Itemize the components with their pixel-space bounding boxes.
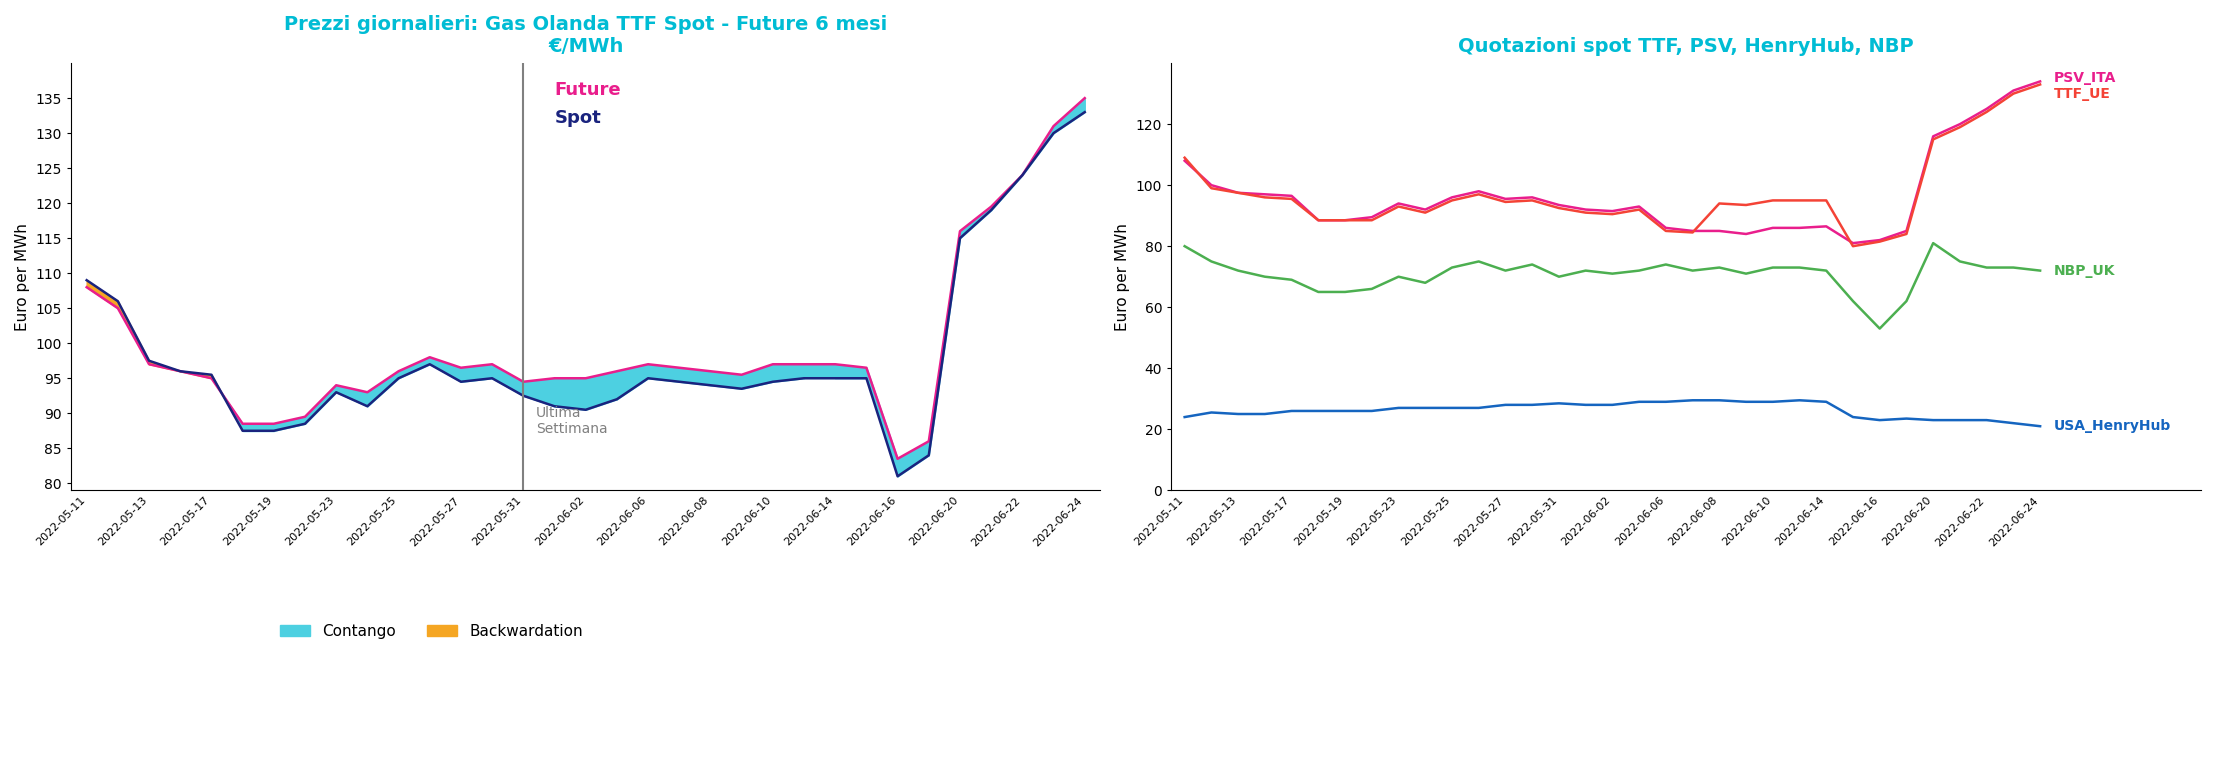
Text: PSV_ITA: PSV_ITA [2054,71,2117,86]
Text: Future: Future [555,80,622,98]
Y-axis label: Euro per MWh: Euro per MWh [16,223,31,331]
Title: Prezzi giornalieri: Gas Olanda TTF Spot - Future 6 mesi
€/MWh: Prezzi giornalieri: Gas Olanda TTF Spot … [284,15,888,56]
Legend: Contango, Backwardation: Contango, Backwardation [273,618,589,645]
Text: Ultima
Settimana: Ultima Settimana [535,407,606,437]
Text: Spot: Spot [555,109,602,126]
Y-axis label: Euro per MWh: Euro per MWh [1115,223,1130,331]
Title: Quotazioni spot TTF, PSV, HenryHub, NBP: Quotazioni spot TTF, PSV, HenryHub, NBP [1459,37,1915,56]
Text: NBP_UK: NBP_UK [2054,263,2114,278]
Text: USA_HenryHub: USA_HenryHub [2054,419,2170,433]
Text: TTF_UE: TTF_UE [2054,86,2110,101]
